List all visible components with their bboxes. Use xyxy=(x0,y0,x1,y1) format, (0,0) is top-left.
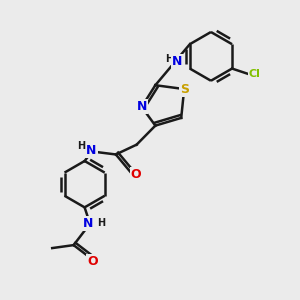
Text: N: N xyxy=(172,55,182,68)
Text: N: N xyxy=(86,143,97,157)
Text: N: N xyxy=(136,100,147,113)
Text: H: H xyxy=(165,54,173,64)
Text: S: S xyxy=(180,82,189,96)
Text: N: N xyxy=(83,217,94,230)
Text: O: O xyxy=(131,168,141,181)
Text: H: H xyxy=(97,218,105,228)
Text: O: O xyxy=(87,255,98,268)
Text: H: H xyxy=(78,140,86,151)
Text: Cl: Cl xyxy=(248,69,260,79)
